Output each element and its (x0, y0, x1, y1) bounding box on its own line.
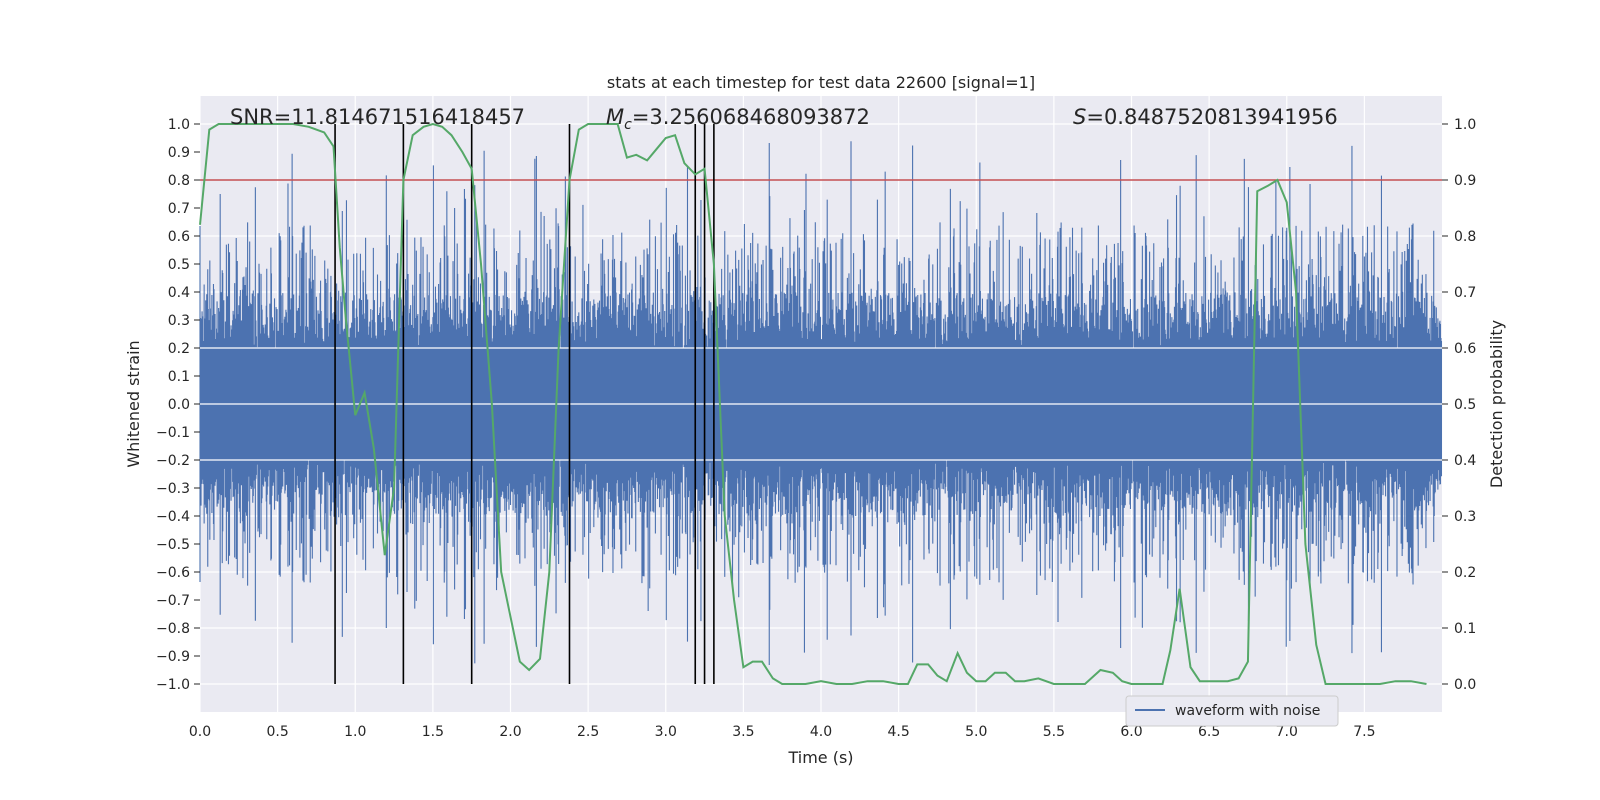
s-value: =0.8487520813941956 (1086, 105, 1337, 129)
mc-annotation: Mc=3.256068468093872 (606, 105, 870, 133)
y-tick-label: 0.8 (168, 173, 190, 189)
x-tick-label: 6.5 (1198, 724, 1220, 740)
x-tick-label: 4.0 (810, 724, 832, 740)
legend-box (1125, 695, 1339, 727)
x-tick-label: 7.0 (1276, 724, 1298, 740)
mc-symbol: M (606, 105, 624, 129)
legend-entry: waveform with noise (1175, 703, 1320, 719)
y2-tick-label: 0.1 (1454, 621, 1476, 637)
y2-tick-label: 0.4 (1454, 453, 1476, 469)
probability-series (199, 122, 1427, 685)
y-tick-label: 0.7 (168, 201, 190, 217)
x-tick-label: 6.0 (1120, 724, 1142, 740)
y2-tick-label: 0.8 (1454, 229, 1476, 245)
y-tick-label: −0.8 (156, 621, 190, 637)
y-tick-label: 0.2 (168, 341, 190, 357)
y-tick-label: −1.0 (156, 677, 190, 693)
y-tick-label: 0.6 (168, 229, 190, 245)
s-annotation: S=0.8487520813941956 (1073, 105, 1338, 129)
x-ticks: 0.0 0.5 1.0 1.5 2.0 2.5 3.0 3.5 4.0 4.5 5.0 5.5 6.0 6… (189, 724, 1376, 740)
x-tick-label: 5.0 (965, 724, 987, 740)
y2-tick-label: 0.3 (1454, 509, 1476, 525)
y-tick-label: 0.4 (168, 285, 190, 301)
snr-annotation: SNR=11.814671516418457 (230, 105, 525, 129)
y-tick-label: −0.4 (156, 509, 190, 525)
x-tick-label: 4.5 (887, 724, 909, 740)
y2-tick-label: 0.7 (1454, 285, 1476, 301)
y-tick-label: −0.5 (156, 537, 190, 553)
y2-tick-label: 0.2 (1454, 565, 1476, 581)
x-tick-label: 7.5 (1353, 724, 1375, 740)
x-tick-label: 1.0 (344, 724, 366, 740)
legend: waveform with noise (1125, 695, 1339, 727)
y-ticks: 1.0 0.9 0.8 0.7 0.6 0.5 0.4 0.3 0.2 0.1 0.0 −0.1 −0.… (156, 117, 200, 693)
y-tick-label: 0.5 (168, 257, 190, 273)
y2-tick-label: 1.0 (1454, 117, 1476, 133)
waveform-series (199, 141, 1443, 665)
x-tick-label: 2.0 (499, 724, 521, 740)
y2-axis-label: Detection probability (1487, 320, 1506, 488)
y-tick-label: 0.1 (168, 369, 190, 385)
x-tick-label: 1.5 (422, 724, 444, 740)
y-tick-label: 0.9 (168, 145, 190, 161)
y-tick-label: −0.3 (156, 481, 190, 497)
x-tick-label: 3.0 (655, 724, 677, 740)
y2-tick-label: 0.0 (1454, 677, 1476, 693)
y-tick-label: 0.0 (168, 397, 190, 413)
y-tick-label: −0.9 (156, 649, 190, 665)
y-axis-label: Whitened strain (124, 340, 143, 467)
chart-title: stats at each timestep for test data 226… (607, 73, 1035, 92)
y2-ticks: 1.0 0.9 0.8 0.7 0.6 0.5 0.4 0.3 0.2 0.1 0.0 (1442, 117, 1476, 693)
y-tick-label: −0.1 (156, 425, 190, 441)
x-tick-label: 0.5 (266, 724, 288, 740)
mc-subscript: c (624, 117, 632, 133)
x-tick-label: 0.0 (189, 724, 211, 740)
y-tick-label: 0.3 (168, 313, 190, 329)
x-tick-label: 5.5 (1043, 724, 1065, 740)
y-tick-label: −0.6 (156, 565, 190, 581)
mc-value: =3.256068468093872 (632, 105, 870, 129)
y-tick-label: 1.0 (168, 117, 190, 133)
detection-vlines (334, 124, 715, 684)
x-tick-label: 2.5 (577, 724, 599, 740)
s-symbol: S (1073, 105, 1086, 129)
y2-tick-label: 0.9 (1454, 173, 1476, 189)
x-tick-label: 3.5 (732, 724, 754, 740)
y2-tick-label: 0.5 (1454, 397, 1476, 413)
y-tick-label: −0.2 (156, 453, 190, 469)
y-tick-label: −0.7 (156, 593, 190, 609)
y2-tick-label: 0.6 (1454, 341, 1476, 357)
x-axis-label: Time (s) (787, 748, 853, 767)
